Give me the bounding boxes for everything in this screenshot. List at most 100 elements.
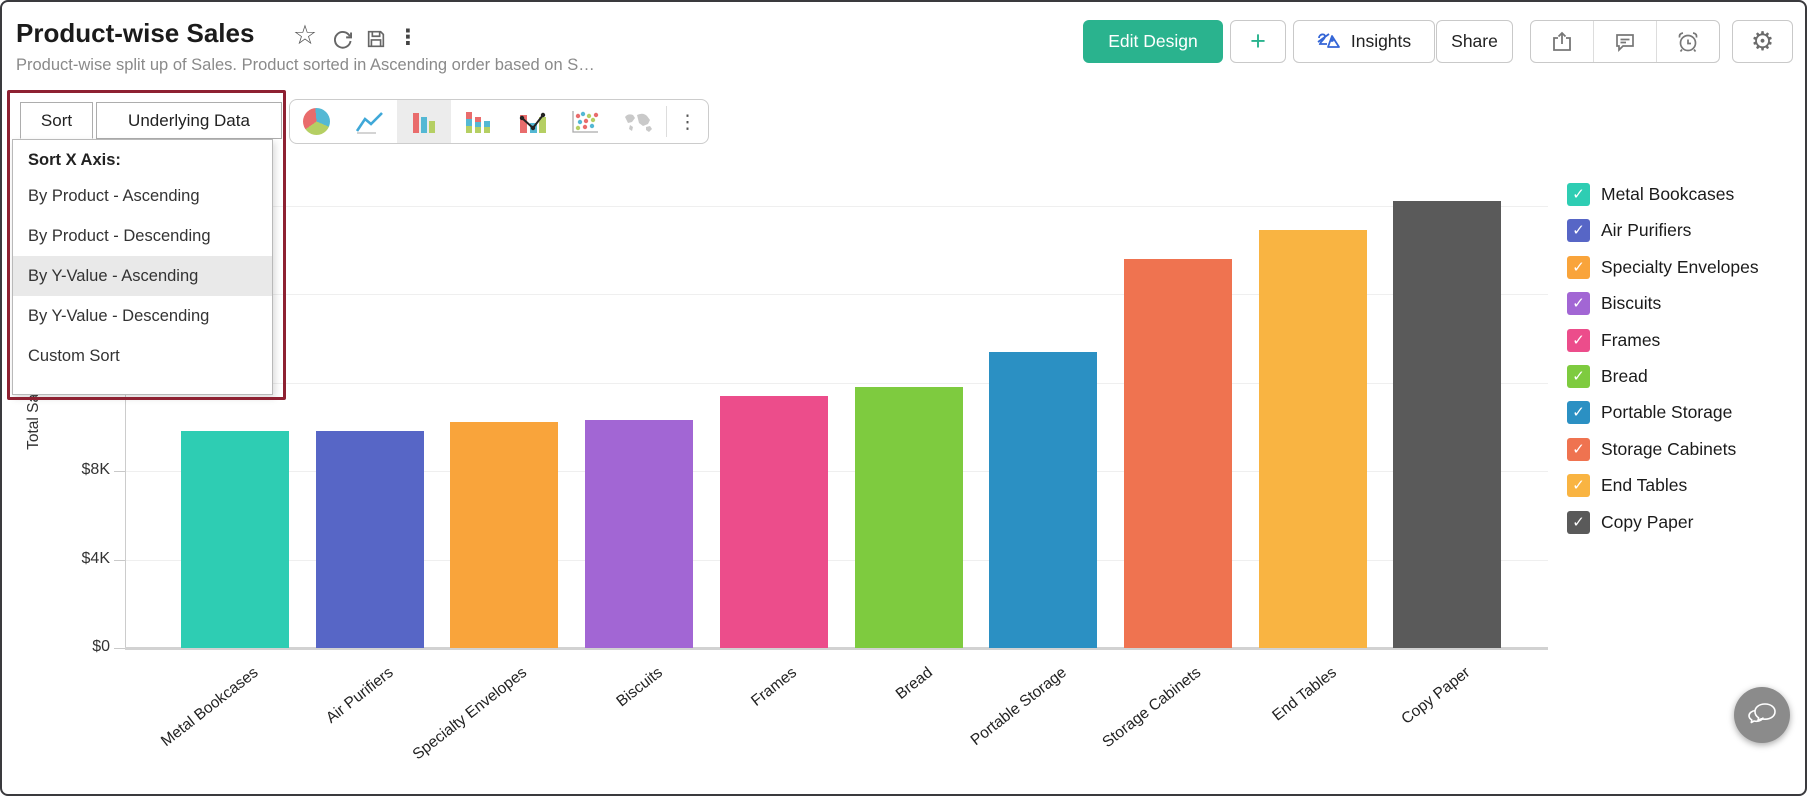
legend-label: Specialty Envelopes [1601,256,1759,277]
divider [1593,21,1594,62]
y-axis-tick-label: $0 [92,638,110,655]
legend-checkbox-air-purifiers[interactable]: ✓ [1567,218,1590,242]
zia-insights-icon [1317,32,1343,52]
legend-item-biscuits[interactable]: ✓ Biscuits [1567,288,1661,318]
legend-item-metal-bookcases[interactable]: ✓ Metal Bookcases [1567,179,1734,209]
legend-item-copy-paper[interactable]: ✓ Copy Paper [1567,507,1693,537]
legend-checkbox-portable-storage[interactable]: ✓ [1567,400,1590,424]
bar-frames[interactable] [720,396,828,648]
x-axis-label-specialty-envelopes: Specialty Envelopes [409,664,531,764]
stacked-bar-chart-icon[interactable] [451,100,505,143]
gridline [126,471,1548,472]
sort-menu-header: Sort X Axis: [28,151,121,169]
x-axis-line [125,647,1548,650]
legend-item-air-purifiers[interactable]: ✓ Air Purifiers [1567,215,1691,245]
legend-label: Air Purifiers [1601,219,1692,240]
pie-chart-icon[interactable] [290,100,344,143]
edit-design-button[interactable]: Edit Design [1083,20,1223,63]
sort-menu-item-by-y-value-descending[interactable]: By Y-Value - Descending [28,307,210,325]
gridline [126,383,1548,384]
line-chart-icon[interactable] [344,100,398,143]
legend-item-storage-cabinets[interactable]: ✓ Storage Cabinets [1567,434,1736,464]
bar-biscuits[interactable] [585,420,693,648]
gridline [126,294,1548,295]
tab-underlying-data[interactable]: Underlying Data [96,102,282,139]
bar-storage-cabinets[interactable] [1124,259,1232,648]
share-button[interactable]: Share [1436,20,1513,63]
sort-menu-item-by-product-descending[interactable]: By Product - Descending [28,227,211,245]
bar-metal-bookcases[interactable] [181,431,289,648]
legend-item-frames[interactable]: ✓ Frames [1567,325,1660,355]
chat-icon [1746,701,1778,729]
divider [1656,21,1657,62]
report-subtitle: Product-wise split up of Sales. Product … [16,56,595,74]
legend-item-bread[interactable]: ✓ Bread [1567,361,1648,391]
refresh-icon[interactable] [329,26,355,52]
y-axis-tick-label: $8K [81,461,110,478]
map-chart-icon[interactable] [612,100,666,143]
sort-menu-item-custom-sort[interactable]: Custom Sort [28,347,120,365]
bar-bread[interactable] [855,387,963,648]
legend-item-specialty-envelopes[interactable]: ✓ Specialty Envelopes [1567,252,1759,282]
favorite-star-icon[interactable]: ☆ [292,19,318,51]
page-title: Product-wise Sales [16,18,255,48]
x-axis-label-air-purifiers: Air Purifiers [322,664,397,727]
legend-checkbox-bread[interactable]: ✓ [1567,364,1590,388]
legend-checkbox-biscuits[interactable]: ✓ [1567,291,1590,315]
x-axis-label-bread: Bread [892,664,936,703]
legend-label: Storage Cabinets [1601,438,1737,459]
bar-copy-paper[interactable] [1393,201,1501,648]
comment-icon[interactable] [1594,21,1656,62]
x-axis-label-portable-storage: Portable Storage [967,664,1070,750]
x-axis-label-copy-paper: Copy Paper [1398,664,1474,728]
x-axis-label-frames: Frames [748,664,801,710]
export-tools-group [1530,20,1720,63]
legend-label: Frames [1601,329,1661,350]
x-axis-label-end-tables: End Tables [1268,664,1340,725]
sort-menu-item-by-product-ascending[interactable]: By Product - Ascending [28,187,200,205]
save-icon[interactable] [363,26,389,52]
bar-end-tables[interactable] [1259,230,1367,648]
legend-checkbox-frames[interactable]: ✓ [1567,328,1590,352]
legend-checkbox-storage-cabinets[interactable]: ✓ [1567,437,1590,461]
sort-dropdown-menu: Sort X Axis: By Product - Ascending By Pr… [12,139,273,395]
legend-label: Biscuits [1601,292,1662,313]
chart-type-toolbar: ⋮ [289,99,709,144]
legend-checkbox-metal-bookcases[interactable]: ✓ [1567,182,1590,206]
legend-label: Copy Paper [1601,511,1694,532]
sort-menu-item-by-y-value-ascending[interactable]: By Y-Value - Ascending [13,256,272,296]
more-chart-types-icon[interactable]: ⋮ [678,110,698,133]
bar-specialty-envelopes[interactable] [450,422,558,648]
plus-icon: + [1250,26,1266,56]
legend-checkbox-end-tables[interactable]: ✓ [1567,473,1590,497]
y-tick-mark [114,471,125,472]
alarm-reminder-icon[interactable] [1657,21,1719,62]
scatter-chart-icon[interactable] [559,100,613,143]
legend-item-portable-storage[interactable]: ✓ Portable Storage [1567,397,1732,427]
settings-gear-icon[interactable]: ⚙ [1732,20,1793,63]
legend-checkbox-copy-paper[interactable]: ✓ [1567,510,1590,534]
chat-support-button[interactable] [1734,687,1790,743]
legend-label: Bread [1601,365,1648,386]
x-axis-label-biscuits: Biscuits [612,664,666,711]
export-icon[interactable] [1531,21,1593,62]
y-tick-mark [114,560,125,561]
bar-air-purifiers[interactable] [316,431,424,648]
tab-sort[interactable]: Sort [20,102,93,139]
legend-label: Metal Bookcases [1601,183,1735,204]
x-axis-label-metal-bookcases: Metal Bookcases [157,664,262,751]
combo-chart-icon[interactable] [505,100,559,143]
gridline [126,206,1548,207]
add-button[interactable]: + [1230,20,1286,63]
legend-label: Portable Storage [1601,401,1733,422]
insights-label: Insights [1350,31,1412,51]
x-axis-label-storage-cabinets: Storage Cabinets [1099,664,1205,752]
insights-button[interactable]: Insights [1293,20,1435,63]
legend-item-end-tables[interactable]: ✓ End Tables [1567,470,1687,500]
bar-portable-storage[interactable] [989,352,1097,648]
y-tick-mark [114,648,125,649]
legend-checkbox-specialty-envelopes[interactable]: ✓ [1567,255,1590,279]
more-options-icon[interactable]: ⋮ [397,25,419,49]
bar-chart-icon[interactable] [397,100,452,143]
